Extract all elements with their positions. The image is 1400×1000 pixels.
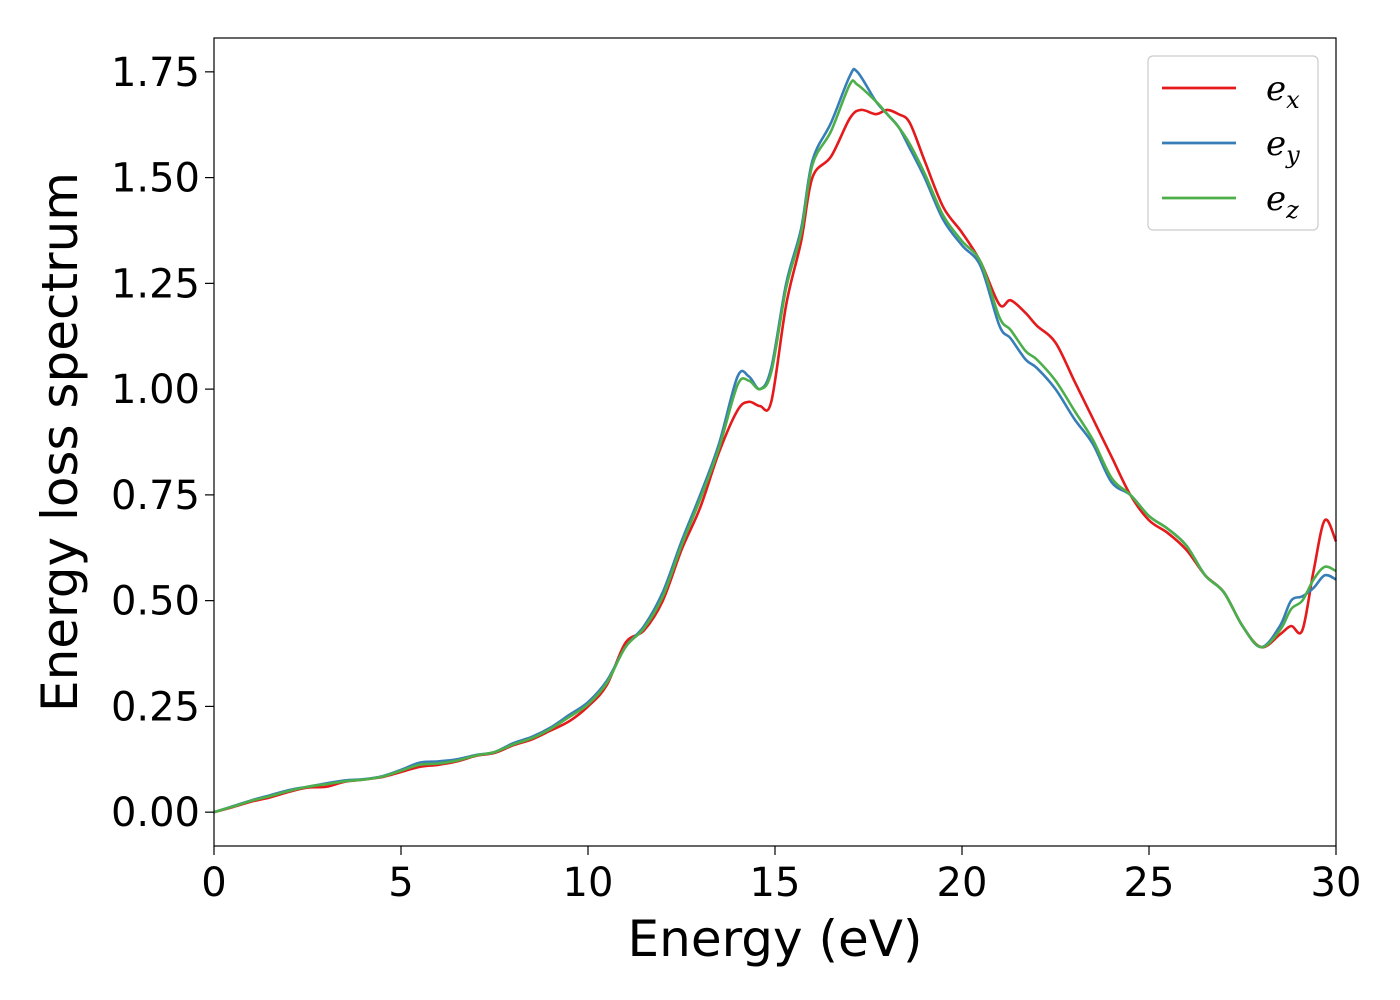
legend-entry-subscript: x bbox=[1286, 86, 1300, 114]
y-tick-label: 0.00 bbox=[111, 790, 200, 836]
x-tick-label: 10 bbox=[563, 860, 614, 906]
legend-entry-name: e bbox=[1266, 124, 1286, 164]
legend-entry-subscript: z bbox=[1285, 196, 1299, 224]
y-tick-label: 0.50 bbox=[111, 579, 200, 625]
series-lines bbox=[213, 67, 1338, 814]
x-axis-title: Energy (eV) bbox=[628, 910, 923, 968]
y-tick-label: 0.75 bbox=[111, 473, 200, 519]
legend-entry: ey bbox=[1266, 124, 1300, 169]
legend-entry-name: e bbox=[1266, 179, 1286, 219]
legend-entry: ez bbox=[1266, 179, 1299, 224]
series-line-ez bbox=[213, 79, 1337, 814]
x-tick-label: 20 bbox=[937, 860, 988, 906]
y-tick-label: 1.50 bbox=[111, 156, 200, 202]
x-tick-label: 15 bbox=[750, 860, 801, 906]
y-tick-label: 0.25 bbox=[111, 684, 200, 730]
y-axis-ticks: 0.00 0.25 0.50 0.75 1.00 1.25 1.50 1.75 bbox=[111, 50, 214, 836]
legend-entry-subscript: y bbox=[1285, 141, 1300, 169]
x-tick-label: 0 bbox=[201, 860, 226, 906]
x-tick-label: 5 bbox=[388, 860, 413, 906]
y-tick-label: 1.75 bbox=[111, 50, 200, 96]
y-axis-title: Energy loss spectrum bbox=[31, 172, 89, 712]
plot-area-frame bbox=[213, 37, 1337, 847]
y-tick-label: 1.00 bbox=[111, 367, 200, 413]
x-tick-label: 30 bbox=[1311, 860, 1362, 906]
x-axis-ticks: 0 5 10 15 20 25 30 bbox=[201, 846, 1361, 906]
y-tick-label: 1.25 bbox=[111, 261, 200, 307]
legend-entry: ex bbox=[1266, 69, 1300, 114]
legend-entry-name: e bbox=[1266, 69, 1286, 109]
x-tick-label: 25 bbox=[1124, 860, 1175, 906]
